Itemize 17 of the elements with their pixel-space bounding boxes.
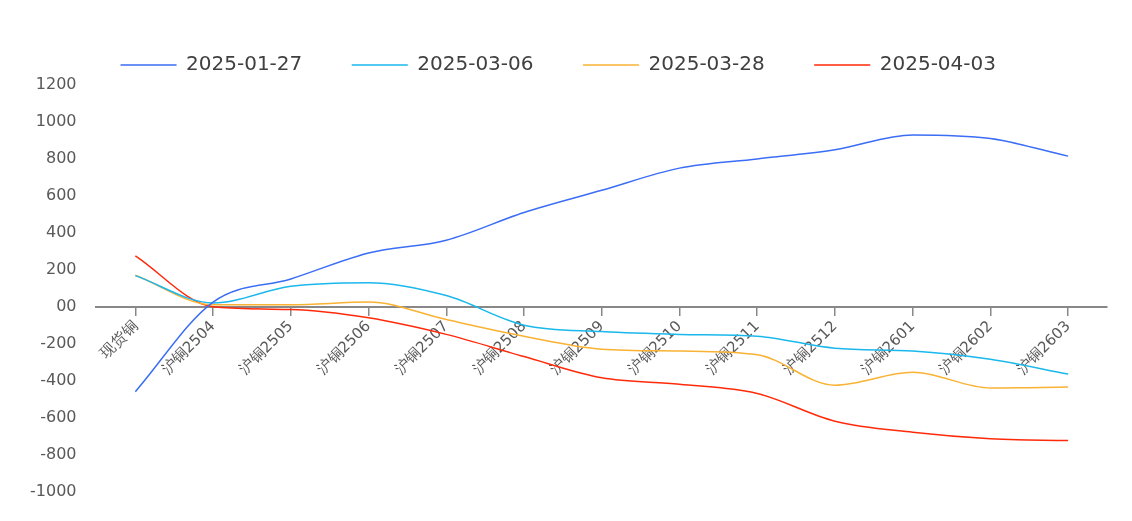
legend-label: 2025-04-03 (879, 51, 996, 76)
legend-label: 2025-03-06 (417, 51, 534, 76)
y-tick-label: 00 (56, 295, 77, 315)
y-tick-label: -1000 (29, 480, 77, 500)
y-tick-label: 1000 (35, 111, 77, 131)
y-tick-label: 1200 (35, 74, 77, 94)
y-tick-label: -600 (40, 406, 77, 426)
y-tick-label: 200 (45, 258, 77, 278)
legend-label: 2025-01-27 (186, 51, 303, 76)
y-tick-label: -400 (40, 369, 77, 389)
x-tick-label: 现货铜 (96, 316, 141, 362)
legend-label: 2025-03-28 (648, 51, 765, 76)
y-tick-label: -200 (40, 332, 77, 352)
y-tick-label: 400 (45, 221, 77, 241)
y-tick-label: -800 (40, 443, 77, 463)
y-tick-label: 600 (45, 184, 77, 204)
y-tick-label: 800 (45, 148, 77, 168)
